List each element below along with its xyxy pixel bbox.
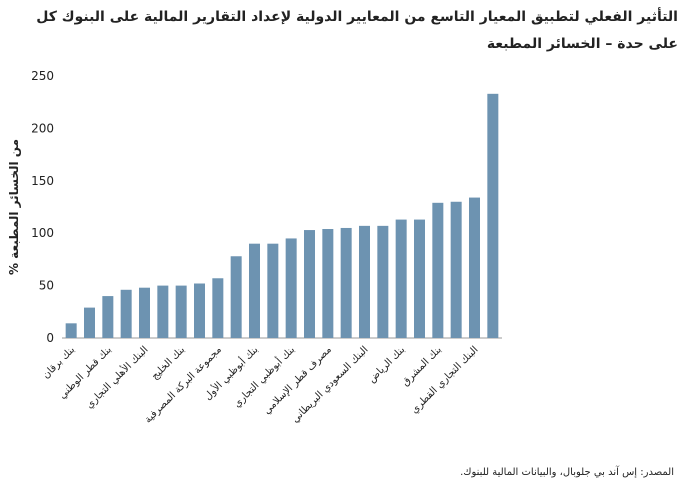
bar bbox=[450, 201, 462, 338]
bar bbox=[249, 243, 260, 338]
x-tick-label: مصرف قطر الإسلامي bbox=[262, 344, 334, 416]
bar bbox=[469, 197, 480, 338]
x-tick-label: بنك الخليج bbox=[149, 344, 187, 382]
bar bbox=[395, 219, 407, 338]
source-note: المصدر: إس آند بي جلوبال، والبيانات الما… bbox=[460, 467, 674, 478]
y-tick-label: 100 bbox=[31, 226, 54, 240]
bar bbox=[194, 283, 205, 338]
y-tick-label: 200 bbox=[31, 121, 54, 135]
bar bbox=[267, 243, 279, 338]
bar bbox=[359, 225, 370, 338]
x-tick-label: البنك السعودي البريطاني bbox=[290, 344, 371, 425]
y-tick-label: 0 bbox=[46, 331, 54, 345]
y-tick-label: 50 bbox=[39, 279, 54, 293]
bar bbox=[102, 296, 114, 338]
x-tick-label: البنك الأهلي التجاري bbox=[83, 343, 151, 411]
bar bbox=[377, 225, 389, 338]
x-tick-label: البنك التجاري القطري bbox=[409, 344, 480, 415]
bar bbox=[120, 289, 132, 338]
bar bbox=[175, 285, 187, 338]
bar bbox=[414, 219, 425, 338]
bar bbox=[84, 307, 95, 338]
bar bbox=[322, 229, 334, 338]
bar bbox=[139, 287, 150, 338]
bar bbox=[230, 256, 242, 338]
bar bbox=[487, 93, 499, 338]
x-tick-label: بنك أبوظبي التجاري bbox=[230, 343, 297, 410]
y-tick-label: 250 bbox=[31, 69, 54, 83]
chart-title: التأثير الفعلي لتطبيق المعيار التاسع من … bbox=[36, 9, 678, 52]
y-axis-label: % من الخسائر المطبعة bbox=[7, 139, 21, 275]
x-tick-label: بنك برقان bbox=[41, 344, 78, 381]
bar bbox=[304, 230, 315, 338]
bar bbox=[65, 323, 77, 338]
bar bbox=[432, 202, 444, 338]
bar bbox=[340, 227, 352, 338]
y-tick-label: 150 bbox=[31, 174, 54, 188]
bar bbox=[285, 238, 297, 338]
bar bbox=[212, 278, 224, 338]
bar bbox=[157, 285, 169, 338]
